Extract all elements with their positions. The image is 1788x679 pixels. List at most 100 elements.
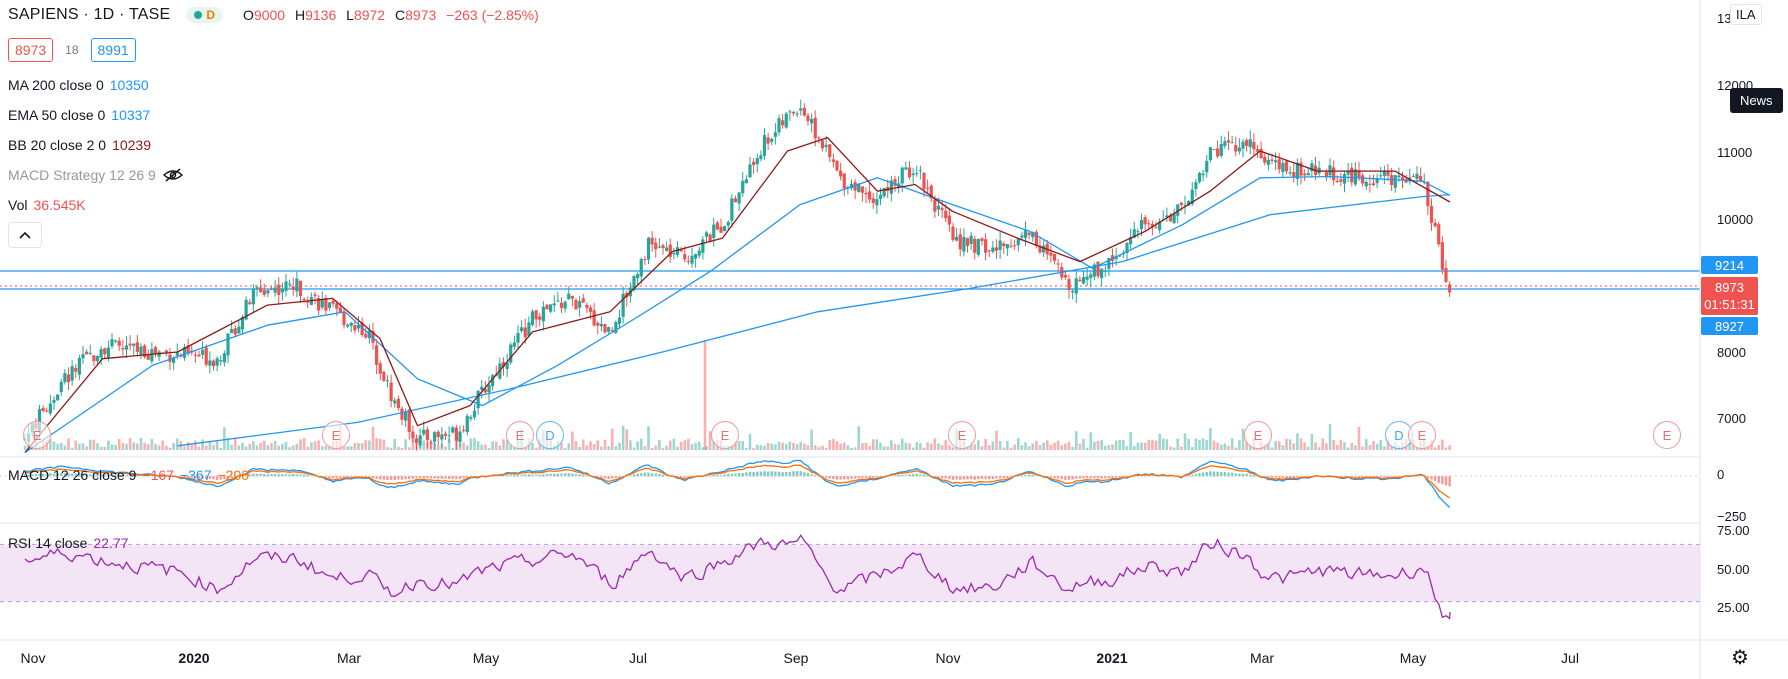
- candle-body: [1172, 213, 1176, 224]
- volume-bar: [204, 445, 208, 450]
- macd-histogram-bar: [1296, 476, 1299, 478]
- volume-bar: [78, 443, 81, 450]
- volume-bar: [788, 441, 792, 450]
- volume-bar: [513, 447, 516, 450]
- volume-bar: [233, 438, 237, 450]
- volume-bar: [908, 443, 911, 450]
- gear-icon[interactable]: ⚙: [1731, 647, 1749, 669]
- macd-histogram-bar: [1151, 475, 1154, 477]
- time-axis-label: Jul: [1561, 650, 1579, 666]
- volume-bar: [215, 441, 219, 450]
- buy-price-button[interactable]: 8991: [90, 38, 136, 62]
- upper-line-price-tag[interactable]: 9214: [1701, 256, 1758, 274]
- candle-body: [1100, 268, 1104, 279]
- legend-rsi[interactable]: RSI 14 close 22.77: [8, 535, 129, 551]
- candle-body: [1342, 174, 1347, 184]
- last-price-tag[interactable]: 8973 01:51:31: [1701, 277, 1758, 315]
- macd-histogram-bar: [241, 475, 244, 477]
- symbol-title[interactable]: SAPIENS · 1D · TASE: [8, 6, 171, 23]
- volume-bar: [737, 441, 741, 450]
- macd-histogram-bar: [901, 474, 904, 477]
- candle-body: [1016, 238, 1020, 246]
- currency-button[interactable]: ILA: [1730, 4, 1762, 25]
- volume-bar: [1125, 446, 1129, 450]
- legend-bb[interactable]: BB 20 close 2 0 10239: [8, 137, 151, 153]
- volume-value: 36.545K: [33, 197, 86, 213]
- candle-body: [440, 434, 444, 440]
- earnings-event-marker[interactable]: E: [1408, 421, 1436, 449]
- macd-histogram-bar: [63, 473, 67, 477]
- earnings-event-marker[interactable]: E: [23, 421, 51, 449]
- candle-body: [672, 252, 676, 255]
- candle-body: [835, 160, 839, 171]
- dividend-event-marker[interactable]: D: [536, 421, 564, 449]
- volume-bar: [1078, 443, 1082, 450]
- volume-bar: [237, 445, 241, 450]
- candle-body: [969, 235, 973, 244]
- volume-bar: [821, 445, 824, 450]
- candle-body: [849, 183, 854, 189]
- macd-histogram-bar: [462, 476, 465, 479]
- volume-bar: [842, 442, 846, 450]
- market-status-pill[interactable]: D: [186, 7, 224, 23]
- macd-histogram-bar: [1357, 476, 1361, 478]
- news-button[interactable]: News: [1730, 88, 1783, 113]
- volume-bar: [277, 445, 281, 450]
- volume-bar: [150, 438, 154, 450]
- macd-histogram-bar: [121, 474, 125, 477]
- candle-body: [570, 295, 574, 299]
- macd-histogram-bar: [107, 474, 110, 477]
- volume-bar: [1292, 443, 1296, 450]
- macd-histogram-bar: [853, 476, 857, 479]
- volume-bar: [1248, 445, 1252, 450]
- macd-histogram-bar: [861, 476, 864, 478]
- volume-bar: [161, 440, 165, 450]
- candle-body: [425, 429, 429, 441]
- legend-macd[interactable]: MACD 12 26 close 9 −167 −367 −200: [8, 467, 250, 483]
- legend-ema50[interactable]: EMA 50 close 0 10337: [8, 107, 151, 123]
- candle-body: [37, 409, 42, 431]
- volume-bar: [194, 440, 197, 450]
- volume-bar: [755, 444, 759, 450]
- volume-bar: [1306, 446, 1310, 450]
- candle-body: [400, 408, 404, 420]
- macd-histogram-bar: [1180, 476, 1183, 478]
- macd-histogram-bar: [226, 476, 230, 479]
- earnings-event-marker[interactable]: E: [711, 421, 739, 449]
- volume-bar: [313, 441, 317, 450]
- volume-bar: [1299, 438, 1303, 450]
- earnings-event-marker[interactable]: E: [1653, 421, 1681, 449]
- legend-ma200[interactable]: MA 200 close 0 10350: [8, 77, 149, 93]
- volume-bar: [683, 440, 687, 450]
- legend-volume[interactable]: Vol 36.545K: [8, 197, 86, 213]
- earnings-event-marker[interactable]: E: [948, 421, 976, 449]
- macd-histogram-bar: [1375, 476, 1379, 478]
- macd-histogram-bar: [545, 473, 549, 477]
- volume-bar: [157, 445, 161, 450]
- hidden-eye-icon[interactable]: [162, 167, 184, 183]
- volume-bar: [219, 447, 223, 450]
- earnings-event-marker[interactable]: E: [322, 421, 350, 449]
- earnings-event-marker[interactable]: E: [506, 421, 534, 449]
- macd-histogram-bar: [147, 475, 150, 477]
- candle-body: [770, 138, 774, 142]
- sell-price-button[interactable]: 8973: [8, 38, 54, 62]
- macd-histogram-bar: [574, 474, 578, 477]
- volume-bar: [940, 445, 944, 450]
- macd-histogram-bar: [143, 475, 146, 477]
- candle-body: [668, 244, 672, 257]
- low-value: 8972: [353, 7, 386, 23]
- candle-body: [1052, 253, 1057, 261]
- collapse-legend-button[interactable]: [8, 222, 42, 248]
- volume-bar: [900, 438, 904, 450]
- macd-histogram-bar: [792, 471, 795, 477]
- lower-line-price-tag[interactable]: 8927: [1701, 317, 1758, 335]
- candle-body: [799, 108, 803, 111]
- earnings-event-marker[interactable]: E: [1244, 421, 1272, 449]
- legend-macd-strategy[interactable]: MACD Strategy 12 26 9: [8, 167, 184, 183]
- rsi-line: [24, 534, 1451, 620]
- candle-body: [262, 290, 266, 295]
- volume-bar: [618, 442, 621, 450]
- spread-value: 18: [65, 43, 79, 57]
